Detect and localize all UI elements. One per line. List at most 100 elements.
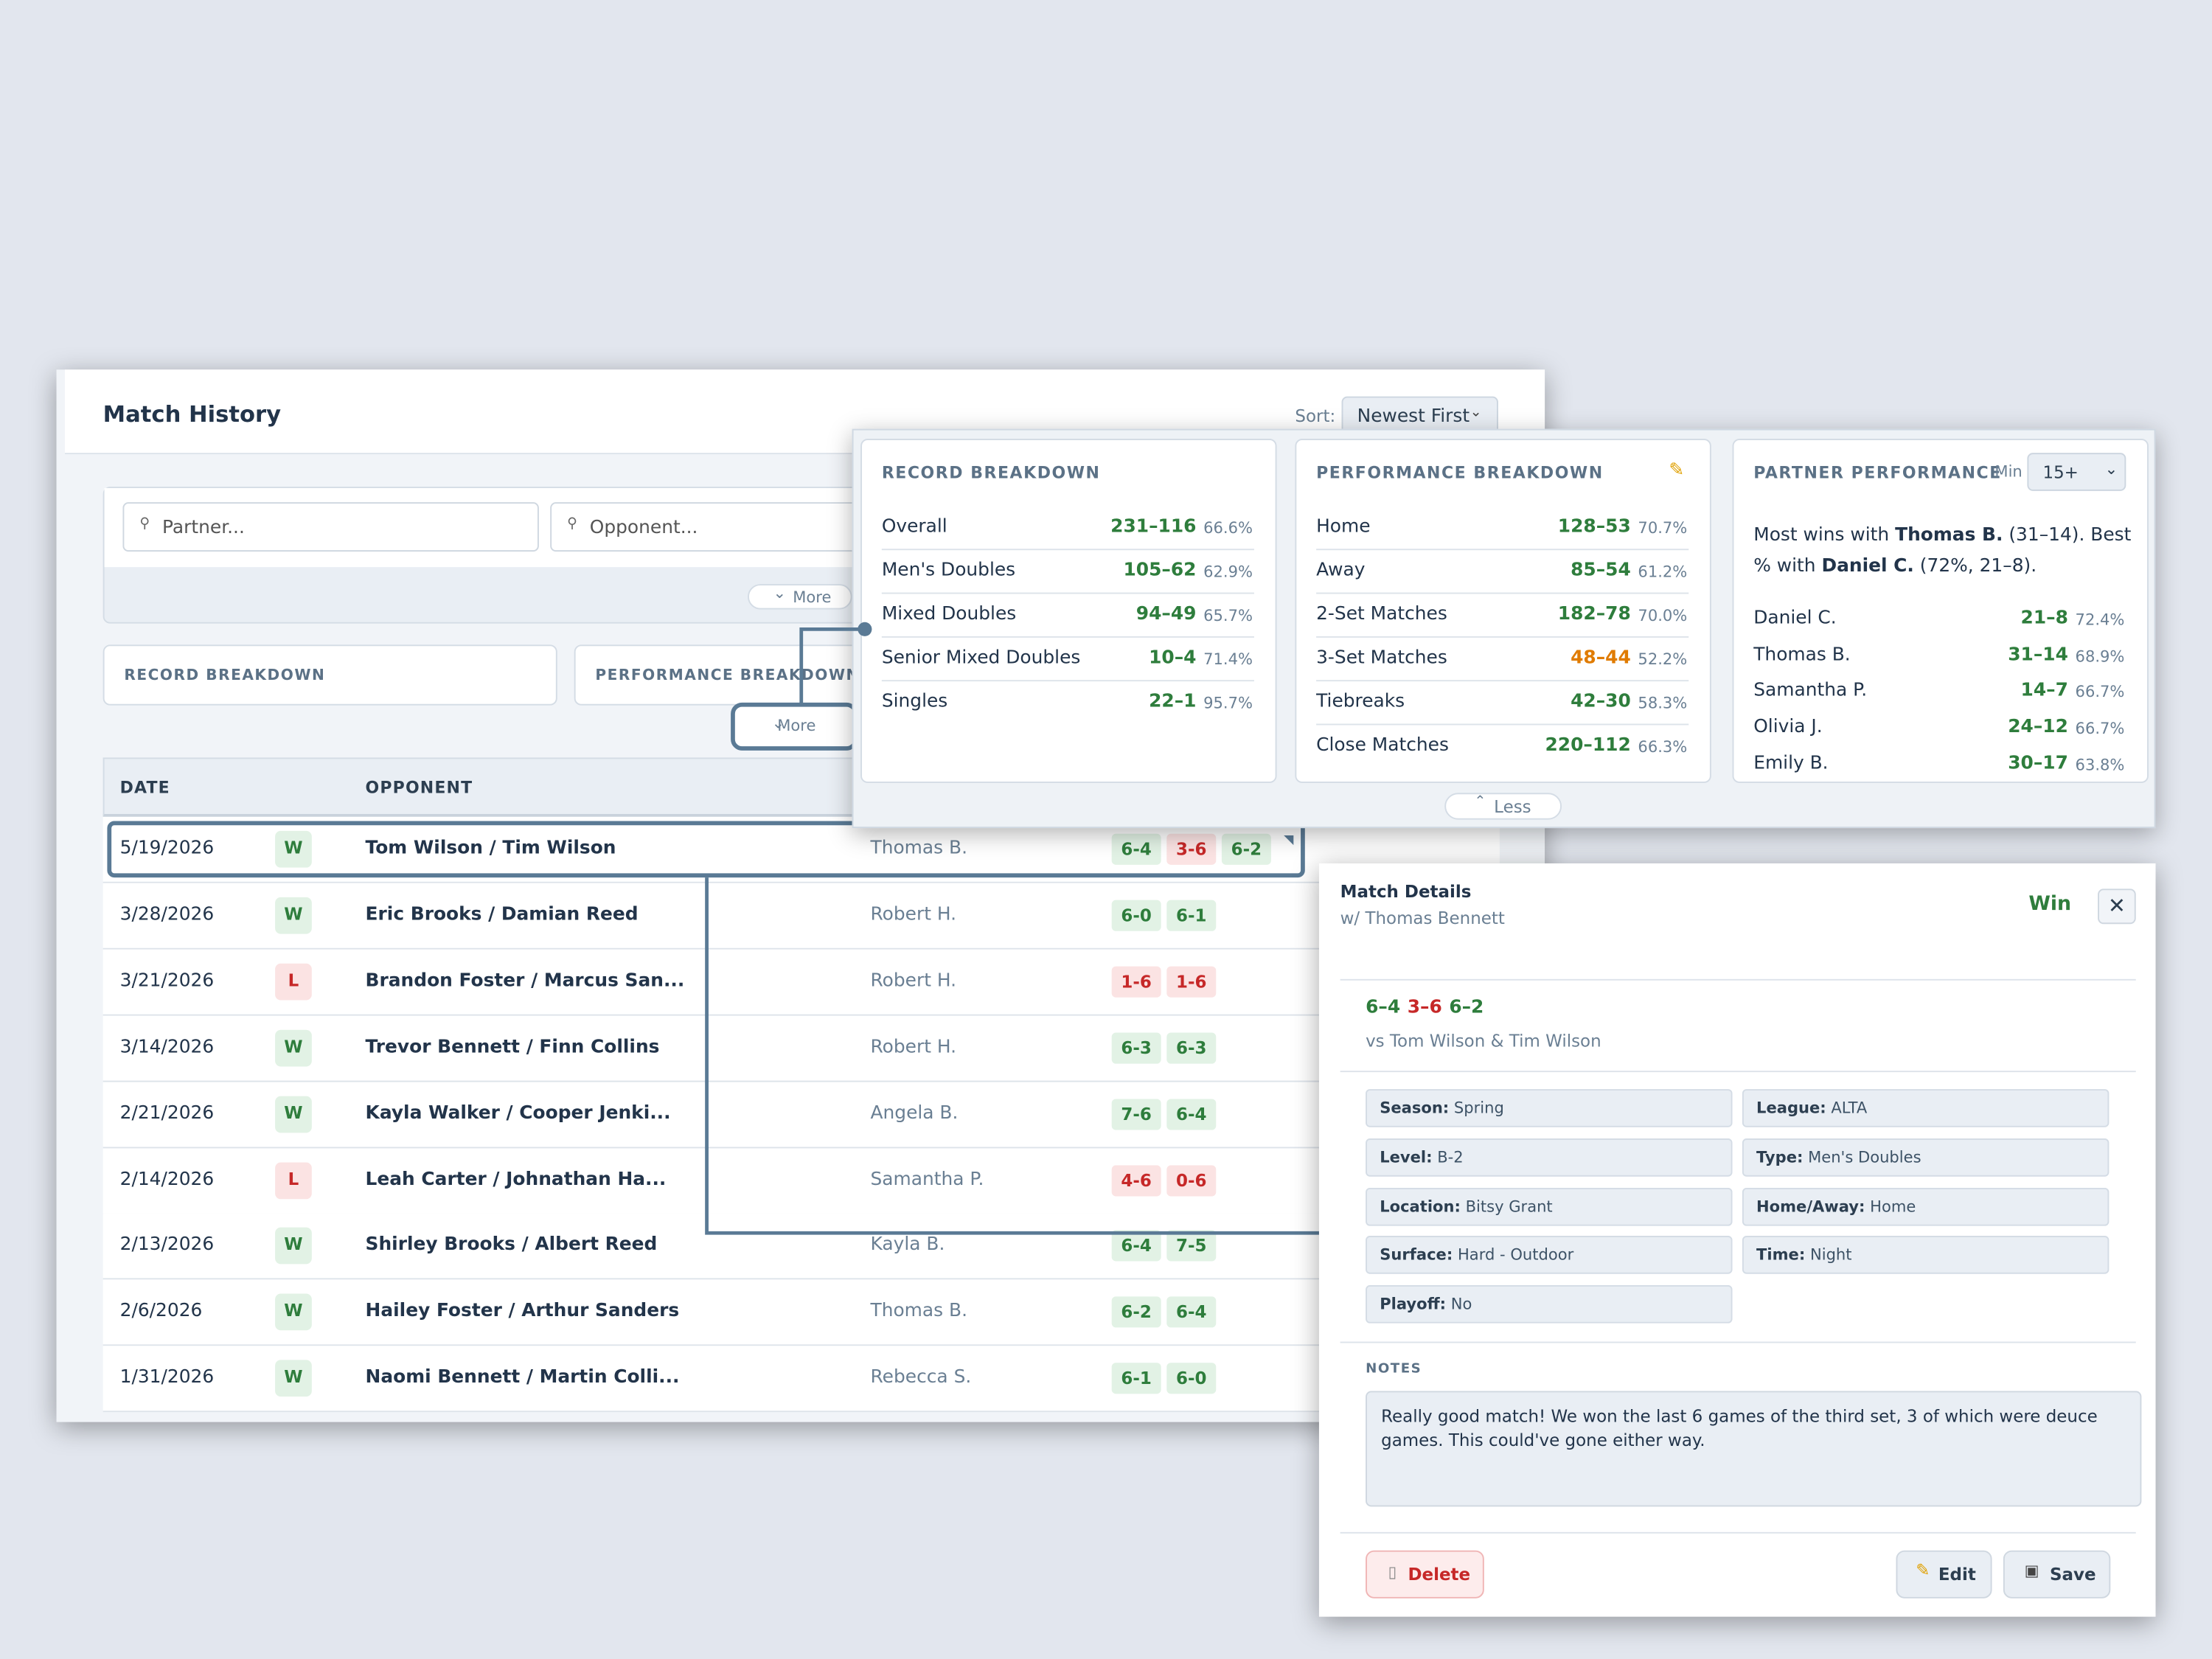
date: 3/28/2026 <box>119 904 215 925</box>
opponent[interactable]: Trevor Bennett / Finn Collins <box>365 1036 660 1058</box>
summary-part: (31–14). Best % with <box>1753 524 2132 577</box>
partner: Thomas B. <box>870 838 968 860</box>
field-value: Spring <box>1453 1099 1504 1118</box>
record: 220–112 <box>1545 734 1631 757</box>
percent: 68.9% <box>2075 647 2125 666</box>
set-score: 6-4 <box>1166 1098 1217 1130</box>
close-button[interactable]: ✕ <box>2098 888 2136 925</box>
date: 5/19/2026 <box>119 838 215 860</box>
divider <box>1340 1531 2136 1534</box>
delete-button[interactable]: Delete <box>1366 1550 1484 1599</box>
more-button[interactable]: More <box>731 702 858 751</box>
set-score: 6–4 <box>1366 997 1401 1019</box>
percent: 66.6% <box>1203 519 1253 538</box>
table-row[interactable] <box>102 1214 1500 1281</box>
opponent[interactable]: Naomi Bennett / Martin Colli... <box>365 1367 680 1389</box>
collapsed-card[interactable]: RECORD BREAKDOWN <box>102 644 557 706</box>
col-header: OPPONENT <box>365 777 473 798</box>
selected-row <box>107 821 1305 878</box>
summary-part: Daniel C. <box>1821 555 1914 577</box>
notes-text[interactable]: Really good match! We won the last 6 gam… <box>1366 1391 2142 1507</box>
date: 3/21/2026 <box>119 970 215 992</box>
row-divider <box>881 680 1254 682</box>
table-row[interactable] <box>102 1147 1500 1214</box>
field: Season: Spring <box>1366 1089 1733 1127</box>
date: 2/6/2026 <box>119 1301 203 1323</box>
divider <box>1340 978 2136 981</box>
table-row[interactable] <box>102 1346 1500 1413</box>
field: Playoff: No <box>1366 1285 1733 1324</box>
row-divider <box>1316 636 1689 638</box>
partner: Rebecca S. <box>870 1367 972 1389</box>
row-label: Daniel C. <box>1753 608 1837 630</box>
row-label: Home <box>1316 516 1371 538</box>
less-button[interactable]: Less <box>1444 793 1562 820</box>
table-row[interactable] <box>102 883 1500 950</box>
percent: 62.9% <box>1203 563 1253 582</box>
set-score: 6–2 <box>1449 997 1484 1019</box>
edit-button[interactable]: Edit <box>1896 1550 1992 1599</box>
field-value: Men's Doubles <box>1808 1148 1921 1166</box>
opponent[interactable]: Eric Brooks / Damian Reed <box>365 904 639 925</box>
set-score: 6-3 <box>1166 1032 1217 1064</box>
opponent[interactable]: Tom Wilson / Tim Wilson <box>365 838 616 860</box>
edit-icon: ✎ <box>1669 459 1685 481</box>
more-button[interactable]: More <box>748 584 852 610</box>
table-row[interactable] <box>102 1081 1500 1148</box>
result-badge: W <box>275 1228 312 1265</box>
row-divider <box>881 592 1254 594</box>
opponent[interactable]: Hailey Foster / Arthur Sanders <box>365 1301 680 1323</box>
field-label: Home/Away: <box>1756 1197 1865 1216</box>
chevron: ⌄ <box>1470 405 1482 421</box>
row-label: Emily B. <box>1753 753 1829 775</box>
title: Match History <box>102 400 282 428</box>
opponent[interactable]: Shirley Brooks / Albert Reed <box>365 1234 658 1256</box>
opponent[interactable]: Brandon Foster / Marcus San... <box>365 970 685 992</box>
field-label: League: <box>1756 1099 1826 1118</box>
divider <box>1340 1341 2136 1343</box>
field-value: ALTA <box>1831 1099 1868 1118</box>
set-score: 7-5 <box>1166 1231 1217 1262</box>
details-vs: vs Tom Wilson & Tim Wilson <box>1366 1031 1601 1051</box>
opponent[interactable]: Leah Carter / Johnathan Ha... <box>365 1169 667 1190</box>
set-score: 0-6 <box>1166 1164 1217 1196</box>
field: Level: B-2 <box>1366 1138 1733 1177</box>
percent: 65.7% <box>1203 606 1253 625</box>
field-label: Time: <box>1756 1246 1806 1265</box>
set-score: 6-1 <box>1166 900 1217 931</box>
percent: 61.2% <box>1638 563 1688 582</box>
card-title: PERFORMANCE BREAKDOWN <box>1316 462 1604 483</box>
set-score: 3-6 <box>1166 833 1217 865</box>
partner: Robert H. <box>870 904 957 925</box>
table-row[interactable] <box>102 949 1500 1016</box>
notes-label: NOTES <box>1366 1361 1422 1377</box>
partner-input[interactable]: Partner... <box>122 502 539 552</box>
table-row[interactable] <box>102 1015 1500 1082</box>
table-row[interactable] <box>102 1279 1500 1346</box>
opponent[interactable]: Kayla Walker / Cooper Jenki... <box>365 1102 671 1124</box>
min-dropdown[interactable]: 15+ <box>2027 453 2126 491</box>
field-value: Hard - Outdoor <box>1457 1246 1574 1265</box>
percent: 63.8% <box>2075 756 2125 775</box>
stats-card <box>1732 439 2149 783</box>
set-score: 6-4 <box>1111 833 1161 865</box>
field-label: Level: <box>1380 1148 1433 1166</box>
save-button[interactable]: Save <box>2003 1550 2111 1599</box>
divider <box>1340 1071 2136 1073</box>
record: 42–30 <box>1571 691 1631 713</box>
date: 2/21/2026 <box>119 1102 215 1124</box>
summary-part: Most wins with <box>1753 524 1896 546</box>
field: Type: Men's Doubles <box>1742 1138 2110 1177</box>
stats-card <box>1295 439 1711 783</box>
row-label: Mixed Doubles <box>881 603 1017 625</box>
field-label: Location: <box>1380 1197 1461 1216</box>
min-label: Min <box>1994 462 2023 481</box>
field-value: Home <box>1870 1197 1916 1216</box>
row-label: Senior Mixed Doubles <box>881 647 1081 669</box>
record: 48–44 <box>1571 647 1631 669</box>
field-label: Season: <box>1380 1099 1450 1118</box>
card-title: PARTNER PERFORMANCE <box>1753 462 2002 483</box>
date: 2/14/2026 <box>119 1169 215 1190</box>
search-icon: ⚲ <box>567 516 578 532</box>
